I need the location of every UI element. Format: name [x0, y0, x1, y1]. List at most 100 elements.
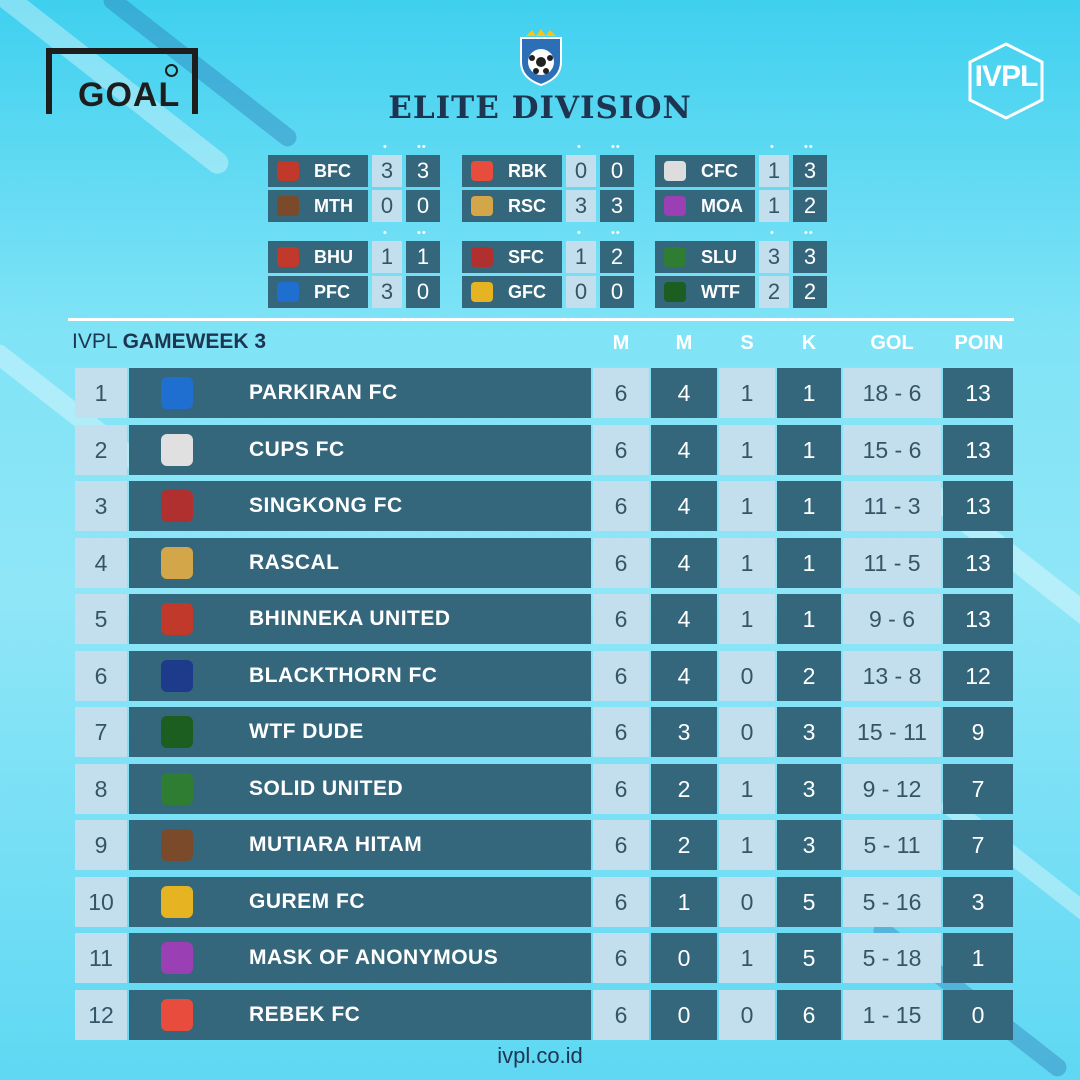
won-cell: 2 [651, 820, 717, 870]
team-name: BLACKTHORN FC [249, 663, 438, 687]
team-logo-icon [471, 161, 493, 181]
team-logo-icon [161, 490, 193, 522]
played-cell: 6 [593, 594, 649, 644]
drawn-cell: 1 [719, 820, 775, 870]
points-cell: 7 [943, 763, 1013, 814]
team-cell: SOLID UNITED [129, 763, 591, 814]
points-cell: 12 [943, 650, 1013, 701]
match-team: BFC [268, 155, 368, 187]
half-time-marker-icon: • [577, 227, 582, 239]
rank-cell: 9 [75, 820, 127, 870]
team-name: CUPS FC [249, 437, 345, 461]
match-team: RBK [462, 155, 562, 187]
match-home-row: CFC 1 3 [655, 155, 827, 187]
column-header-goals: GOL [870, 332, 914, 354]
won-cell: 3 [651, 707, 717, 757]
won-cell: 4 [651, 594, 717, 644]
team-logo-icon [471, 247, 493, 267]
match-away-row: MOA 1 2 [655, 190, 827, 222]
team-code: MOA [701, 196, 743, 216]
full-time-marker-icon: •• [417, 141, 427, 153]
full-time-marker-icon: •• [417, 227, 427, 239]
team-logo-icon [161, 716, 193, 748]
half-time-marker-icon: • [577, 141, 582, 153]
score-full: 0 [406, 190, 440, 222]
score-half: 3 [759, 241, 789, 273]
played-cell: 6 [593, 537, 649, 588]
match-team: SFC [462, 241, 562, 273]
rank-cell: 3 [75, 481, 127, 531]
drawn-cell: 1 [719, 537, 775, 588]
played-cell: 6 [593, 481, 649, 531]
goals-cell: 11 - 3 [843, 481, 941, 531]
won-cell: 4 [651, 537, 717, 588]
team-code: PFC [314, 282, 350, 302]
points-cell: 3 [943, 876, 1013, 927]
score-full: 0 [600, 276, 634, 308]
score-full: 3 [793, 241, 827, 273]
match-home-row: RBK 0 0 [462, 155, 634, 187]
team-logo-icon [161, 546, 193, 579]
score-half: 0 [372, 190, 402, 222]
score-half: 1 [759, 190, 789, 222]
match-card: BHU 1 1 PFC 3 0 • •• [268, 227, 440, 309]
match-team: RSC [462, 190, 562, 222]
match-away-row: WTF 2 2 [655, 276, 827, 308]
full-time-marker-icon: •• [804, 141, 814, 153]
column-header-points: POIN [954, 332, 1004, 354]
team-cell: MASK OF ANONYMOUS [129, 933, 591, 983]
score-full: 2 [793, 276, 827, 308]
match-team: MTH [268, 190, 368, 222]
score-half: 0 [566, 155, 596, 187]
team-code: BHU [314, 247, 353, 267]
column-header-lost: K [801, 332, 817, 354]
played-cell: 6 [593, 368, 649, 418]
lost-cell: 5 [777, 933, 841, 983]
points-cell: 0 [943, 989, 1013, 1040]
team-code: SLU [701, 247, 737, 267]
played-cell: 6 [593, 424, 649, 475]
score-full: 3 [600, 190, 634, 222]
team-name: SOLID UNITED [249, 776, 404, 800]
score-full: 1 [406, 241, 440, 273]
team-name: REBEK FC [249, 1002, 361, 1026]
team-cell: GUREM FC [129, 876, 591, 927]
match-team: BHU [268, 241, 368, 273]
half-time-marker-icon: • [383, 227, 388, 239]
column-header-drawn: S [740, 332, 754, 354]
goals-cell: 1 - 15 [843, 989, 941, 1040]
team-logo-icon [664, 161, 686, 181]
won-cell: 4 [651, 424, 717, 475]
team-code: RBK [508, 161, 547, 181]
match-home-row: BFC 3 3 [268, 155, 440, 187]
table-row: 5 BHINNEKA UNITED 6 4 1 1 9 - 6 13 [75, 594, 1015, 644]
team-code: CFC [701, 161, 738, 181]
score-half: 3 [372, 276, 402, 308]
match-card: RBK 0 0 RSC 3 3 • •• [462, 141, 634, 223]
lost-cell: 1 [777, 424, 841, 475]
drawn-cell: 0 [719, 989, 775, 1040]
ivpl-logo-text: IVPL [974, 60, 1039, 93]
gameweek-heading: IVPL GAMEWEEK 3 [72, 330, 266, 354]
goals-cell: 5 - 18 [843, 933, 941, 983]
score-full: 3 [406, 155, 440, 187]
team-cell: SINGKONG FC [129, 481, 591, 531]
score-half: 3 [372, 155, 402, 187]
team-logo-icon [161, 772, 193, 805]
team-logo-icon [277, 282, 299, 302]
goal-logo-text: GOAL [78, 76, 181, 114]
team-name: BHINNEKA UNITED [249, 607, 451, 630]
score-half: 1 [566, 241, 596, 273]
lost-cell: 3 [777, 763, 841, 814]
rank-cell: 11 [75, 933, 127, 983]
score-half: 1 [759, 155, 789, 187]
score-full: 2 [793, 190, 827, 222]
footer-website[interactable]: ivpl.co.id [497, 1043, 583, 1068]
team-name: MUTIARA HITAM [249, 833, 423, 856]
points-cell: 7 [943, 820, 1013, 870]
team-name: WTF DUDE [249, 720, 364, 743]
score-full: 0 [600, 155, 634, 187]
team-cell: PARKIRAN FC [129, 368, 591, 418]
match-team: WTF [655, 276, 755, 308]
team-logo-icon [161, 942, 193, 974]
